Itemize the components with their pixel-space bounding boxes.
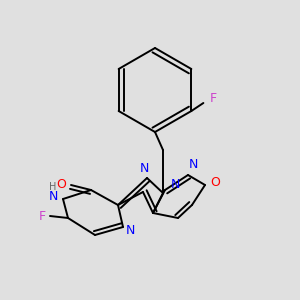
Text: O: O	[56, 178, 66, 191]
Text: N: N	[170, 178, 180, 191]
Text: F: F	[38, 209, 46, 223]
Text: N: N	[139, 161, 149, 175]
Text: N: N	[188, 158, 198, 172]
Text: H: H	[49, 182, 57, 192]
Text: N: N	[125, 224, 135, 236]
Text: N: N	[48, 190, 58, 203]
Text: F: F	[210, 92, 217, 106]
Text: O: O	[210, 176, 220, 188]
